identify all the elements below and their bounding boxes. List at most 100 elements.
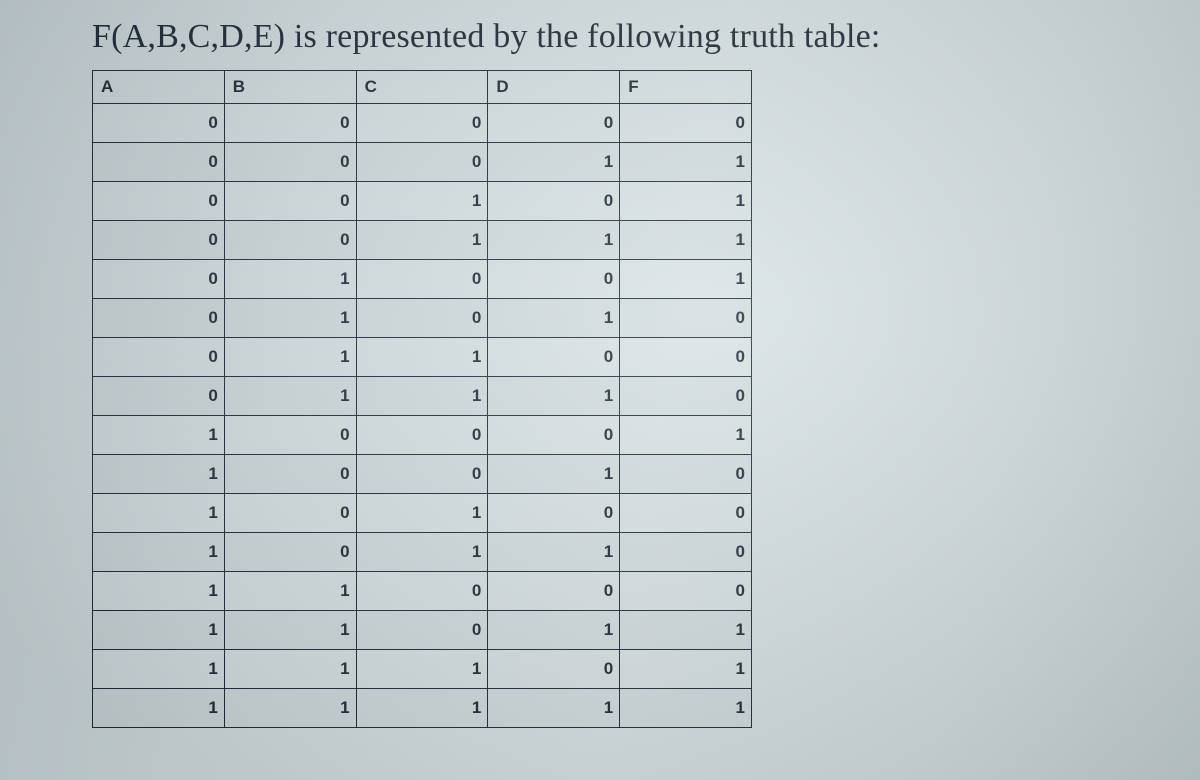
table-cell: 1 bbox=[488, 533, 620, 572]
table-cell: 1 bbox=[488, 143, 620, 182]
table-cell: 0 bbox=[224, 182, 356, 221]
table-cell: 0 bbox=[93, 143, 225, 182]
table-cell: 0 bbox=[224, 143, 356, 182]
table-cell: 0 bbox=[488, 182, 620, 221]
col-header-f: F bbox=[620, 71, 752, 104]
table-cell: 0 bbox=[224, 494, 356, 533]
col-header-c: C bbox=[356, 71, 488, 104]
table-cell: 1 bbox=[488, 221, 620, 260]
table-cell: 0 bbox=[620, 299, 752, 338]
page-container: F(A,B,C,D,E) is represented by the follo… bbox=[0, 0, 1200, 780]
table-cell: 1 bbox=[93, 455, 225, 494]
table-cell: 0 bbox=[356, 299, 488, 338]
table-row: 10110 bbox=[93, 533, 752, 572]
table-row: 00111 bbox=[93, 221, 752, 260]
table-row: 00101 bbox=[93, 182, 752, 221]
table-row: 10001 bbox=[93, 416, 752, 455]
table-row: 01001 bbox=[93, 260, 752, 299]
table-cell: 1 bbox=[488, 611, 620, 650]
table-row: 01010 bbox=[93, 299, 752, 338]
table-cell: 1 bbox=[356, 377, 488, 416]
table-cell: 0 bbox=[356, 143, 488, 182]
table-cell: 1 bbox=[93, 416, 225, 455]
table-cell: 0 bbox=[93, 338, 225, 377]
table-cell: 0 bbox=[224, 416, 356, 455]
table-cell: 0 bbox=[356, 416, 488, 455]
table-cell: 1 bbox=[224, 611, 356, 650]
table-cell: 1 bbox=[224, 650, 356, 689]
table-row: 01100 bbox=[93, 338, 752, 377]
table-cell: 1 bbox=[356, 338, 488, 377]
table-cell: 0 bbox=[488, 650, 620, 689]
table-cell: 0 bbox=[93, 221, 225, 260]
table-cell: 0 bbox=[93, 299, 225, 338]
table-cell: 1 bbox=[356, 650, 488, 689]
table-cell: 1 bbox=[93, 572, 225, 611]
table-row: 11101 bbox=[93, 650, 752, 689]
truth-table: A B C D F 000000001100101001110100101010… bbox=[92, 70, 752, 728]
table-cell: 1 bbox=[356, 494, 488, 533]
table-row: 00011 bbox=[93, 143, 752, 182]
page-title: F(A,B,C,D,E) is represented by the follo… bbox=[92, 18, 1160, 56]
table-cell: 1 bbox=[224, 689, 356, 728]
table-cell: 1 bbox=[224, 260, 356, 299]
table-cell: 0 bbox=[93, 104, 225, 143]
table-cell: 1 bbox=[356, 533, 488, 572]
table-cell: 1 bbox=[93, 689, 225, 728]
table-cell: 0 bbox=[620, 572, 752, 611]
table-row: 01110 bbox=[93, 377, 752, 416]
table-row: 00000 bbox=[93, 104, 752, 143]
table-cell: 0 bbox=[356, 455, 488, 494]
table-cell: 1 bbox=[488, 299, 620, 338]
table-cell: 1 bbox=[356, 182, 488, 221]
table-row: 11011 bbox=[93, 611, 752, 650]
table-cell: 0 bbox=[356, 611, 488, 650]
table-cell: 1 bbox=[93, 650, 225, 689]
table-cell: 1 bbox=[620, 611, 752, 650]
table-cell: 0 bbox=[620, 533, 752, 572]
table-cell: 1 bbox=[620, 689, 752, 728]
table-cell: 1 bbox=[620, 650, 752, 689]
table-cell: 1 bbox=[488, 377, 620, 416]
table-cell: 1 bbox=[93, 533, 225, 572]
table-cell: 1 bbox=[356, 689, 488, 728]
table-cell: 1 bbox=[224, 572, 356, 611]
table-cell: 0 bbox=[488, 416, 620, 455]
table-cell: 1 bbox=[356, 221, 488, 260]
table-cell: 1 bbox=[620, 143, 752, 182]
table-row: 11111 bbox=[93, 689, 752, 728]
col-header-d: D bbox=[488, 71, 620, 104]
table-cell: 0 bbox=[488, 260, 620, 299]
table-cell: 1 bbox=[488, 455, 620, 494]
table-cell: 0 bbox=[356, 260, 488, 299]
table-cell: 0 bbox=[93, 182, 225, 221]
table-cell: 1 bbox=[620, 221, 752, 260]
col-header-b: B bbox=[224, 71, 356, 104]
table-cell: 0 bbox=[488, 104, 620, 143]
table-row: 10100 bbox=[93, 494, 752, 533]
table-cell: 0 bbox=[620, 377, 752, 416]
table-cell: 0 bbox=[93, 260, 225, 299]
table-cell: 1 bbox=[488, 689, 620, 728]
table-cell: 1 bbox=[93, 611, 225, 650]
table-cell: 0 bbox=[620, 338, 752, 377]
table-cell: 0 bbox=[488, 572, 620, 611]
table-cell: 0 bbox=[488, 338, 620, 377]
table-cell: 0 bbox=[93, 377, 225, 416]
truth-table-header-row: A B C D F bbox=[93, 71, 752, 104]
table-cell: 1 bbox=[620, 182, 752, 221]
truth-table-head: A B C D F bbox=[93, 71, 752, 104]
col-header-a: A bbox=[93, 71, 225, 104]
truth-table-body: 0000000011001010011101001010100110001110… bbox=[93, 104, 752, 728]
table-cell: 1 bbox=[224, 299, 356, 338]
table-cell: 1 bbox=[224, 338, 356, 377]
table-cell: 0 bbox=[620, 494, 752, 533]
table-cell: 0 bbox=[620, 104, 752, 143]
table-row: 11000 bbox=[93, 572, 752, 611]
table-cell: 0 bbox=[224, 455, 356, 494]
table-row: 10010 bbox=[93, 455, 752, 494]
table-cell: 1 bbox=[620, 260, 752, 299]
table-cell: 0 bbox=[356, 572, 488, 611]
table-cell: 0 bbox=[356, 104, 488, 143]
table-cell: 1 bbox=[224, 377, 356, 416]
